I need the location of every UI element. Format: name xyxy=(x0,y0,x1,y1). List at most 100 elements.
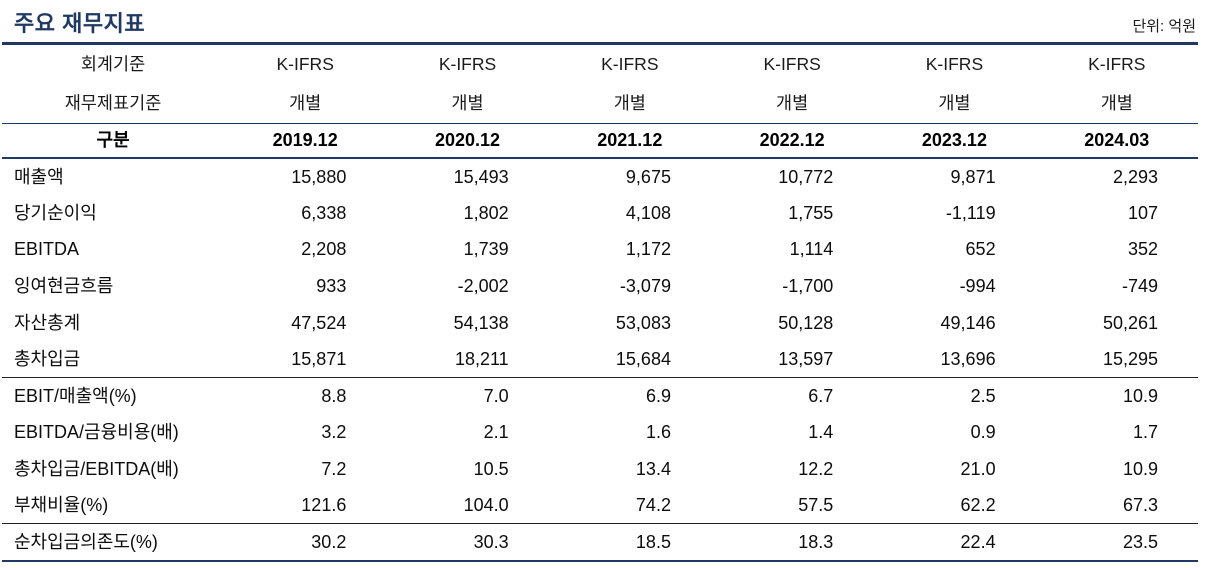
metric-value: 1,172 xyxy=(625,239,671,260)
statement-basis-value: 개별 xyxy=(1100,92,1133,113)
accounting-standard-value: K-IFRS xyxy=(601,53,659,74)
statement-basis-value: 개별 xyxy=(776,92,809,113)
metric-value: 10.5 xyxy=(473,459,509,480)
metric-value: 23.5 xyxy=(1122,531,1158,552)
title-divider xyxy=(2,42,1198,45)
metric-value: 352 xyxy=(1127,239,1158,260)
metric-value: 12.2 xyxy=(798,459,834,480)
metric-value: 1.6 xyxy=(645,422,671,443)
metric-value: 18.5 xyxy=(635,531,671,552)
unit-label: 단위: 억원 xyxy=(1132,18,1196,35)
metric-value: 3.2 xyxy=(321,422,347,443)
metric-value: 933 xyxy=(316,276,347,297)
metric-label: 총차입금/EBITDA(배) xyxy=(14,459,179,480)
metric-value: 53,083 xyxy=(615,312,671,333)
table-row: 부채비율(%) 121.6 104.0 74.2 57.5 62.2 67.3 xyxy=(2,487,1198,524)
metric-value: 2.1 xyxy=(483,422,509,443)
metric-value: 10.9 xyxy=(1122,386,1158,407)
metric-value: 74.2 xyxy=(635,495,671,516)
statement-basis-value: 개별 xyxy=(451,92,484,113)
table-row: 총차입금 15,871 18,211 15,684 13,597 13,696 15,295 xyxy=(2,341,1198,378)
table-row: 총차입금/EBITDA(배) 7.2 10.5 13.4 12.2 21.0 10.9 xyxy=(2,451,1198,488)
metric-label: 당기순이익 xyxy=(14,202,97,223)
period-header-row: 구분 2019.12 2020.12 2021.12 2022.12 2023.12 20… xyxy=(2,123,1198,158)
metric-value: -3,079 xyxy=(619,276,671,297)
metric-value: 6.7 xyxy=(808,386,834,407)
metric-value: 50,128 xyxy=(778,312,834,333)
metric-value: 10.9 xyxy=(1122,459,1158,480)
period-label: 2020.12 xyxy=(434,130,501,151)
metric-value: 1.4 xyxy=(808,422,834,443)
metric-value: 57.5 xyxy=(798,495,834,516)
table-row: EBITDA/금융비용(배) 3.2 2.1 1.6 1.4 0.9 1.7 xyxy=(2,414,1198,451)
metric-value: 7.2 xyxy=(321,459,347,480)
table-row: 잉여현금흐름 933 -2,002 -3,079 -1,700 -994 -749 xyxy=(2,268,1198,305)
gubun-label: 구분 xyxy=(96,130,130,151)
metric-value: 1,802 xyxy=(463,202,509,223)
table-row: EBITDA 2,208 1,739 1,172 1,114 652 352 xyxy=(2,231,1198,268)
metric-value: 6.9 xyxy=(645,386,671,407)
period-label: 2021.12 xyxy=(597,130,663,151)
statement-basis-label: 재무제표기준 xyxy=(64,92,162,113)
metric-value: 7.0 xyxy=(483,386,509,407)
statement-basis-row: 재무제표기준 개별 개별 개별 개별 개별 개별 xyxy=(2,84,1198,123)
metric-value: 0.9 xyxy=(970,422,996,443)
financial-table: 회계기준 K-IFRS K-IFRS K-IFRS K-IFRS K-IFRS K-IFR… xyxy=(2,45,1198,562)
metric-value: 49,146 xyxy=(940,312,996,333)
accounting-standard-label: 회계기준 xyxy=(80,53,146,74)
metric-value: 21.0 xyxy=(960,459,996,480)
metric-value: 30.3 xyxy=(473,531,509,552)
metric-value: 50,261 xyxy=(1102,312,1158,333)
table-body: 매출액 15,880 15,493 9,675 10,772 9,871 2,293 당기순이… xyxy=(2,158,1198,561)
metric-label: 매출액 xyxy=(14,166,64,187)
period-label: 2022.12 xyxy=(759,130,825,151)
metric-label: 총차입금 xyxy=(14,349,81,370)
accounting-standard-value: K-IFRS xyxy=(925,53,984,74)
metric-value: -1,119 xyxy=(945,202,996,223)
metric-value: 8.8 xyxy=(321,386,347,407)
metric-label: 순차입금의존도(%) xyxy=(14,531,158,552)
metric-label: 자산총계 xyxy=(14,312,81,333)
accounting-standard-value: K-IFRS xyxy=(763,53,821,74)
metric-value: 104.0 xyxy=(463,495,509,516)
metric-label: EBIT/매출액(%) xyxy=(14,386,137,407)
metric-value: 54,138 xyxy=(453,312,509,333)
metric-label: EBITDA/금융비용(배) xyxy=(14,422,179,443)
metric-value: 30.2 xyxy=(311,531,347,552)
metric-value: 652 xyxy=(965,239,996,260)
accounting-standard-value: K-IFRS xyxy=(438,53,497,74)
metric-value: 1,739 xyxy=(463,239,509,260)
metric-value: -749 xyxy=(1121,276,1158,297)
metric-value: 4,108 xyxy=(625,202,671,223)
period-label: 2019.12 xyxy=(272,130,338,151)
accounting-standard-value: K-IFRS xyxy=(276,53,334,74)
metric-value: 18,211 xyxy=(454,349,509,370)
metric-value: 2.5 xyxy=(970,386,996,407)
metric-value: 22.4 xyxy=(960,531,996,552)
table-row: 순차입금의존도(%) 30.2 30.3 18.5 18.3 22.4 23.5 xyxy=(2,524,1198,561)
metric-value: 13.4 xyxy=(635,459,671,480)
metric-value: 13,696 xyxy=(940,349,996,370)
metric-value: -1,700 xyxy=(782,276,834,297)
metric-value: -994 xyxy=(959,276,996,297)
table-header: 회계기준 K-IFRS K-IFRS K-IFRS K-IFRS K-IFRS K-IFR… xyxy=(2,45,1198,158)
metric-value: 10,772 xyxy=(778,166,834,187)
metric-value: 107 xyxy=(1127,202,1158,223)
metric-value: 1,755 xyxy=(788,202,834,223)
metric-value: 15,684 xyxy=(615,349,671,370)
metric-value: 15,295 xyxy=(1102,349,1158,370)
metric-value: 15,493 xyxy=(453,166,509,187)
metric-value: 9,871 xyxy=(950,166,996,187)
metric-value: 121.6 xyxy=(301,495,347,516)
metric-label: 잉여현금흐름 xyxy=(14,276,114,297)
metric-value: 67.3 xyxy=(1122,495,1158,516)
metric-value: 2,293 xyxy=(1112,166,1158,187)
metric-value: 1,114 xyxy=(789,239,834,260)
metric-value: 18.3 xyxy=(798,531,834,552)
metric-value: 6,338 xyxy=(301,202,347,223)
statement-basis-value: 개별 xyxy=(938,92,971,113)
metric-label: 부채비율(%) xyxy=(14,495,109,516)
statement-basis-value: 개별 xyxy=(613,92,646,113)
table-row: 자산총계 47,524 54,138 53,083 50,128 49,146 50,261 xyxy=(2,304,1198,341)
period-label: 2024.03 xyxy=(1084,130,1150,151)
